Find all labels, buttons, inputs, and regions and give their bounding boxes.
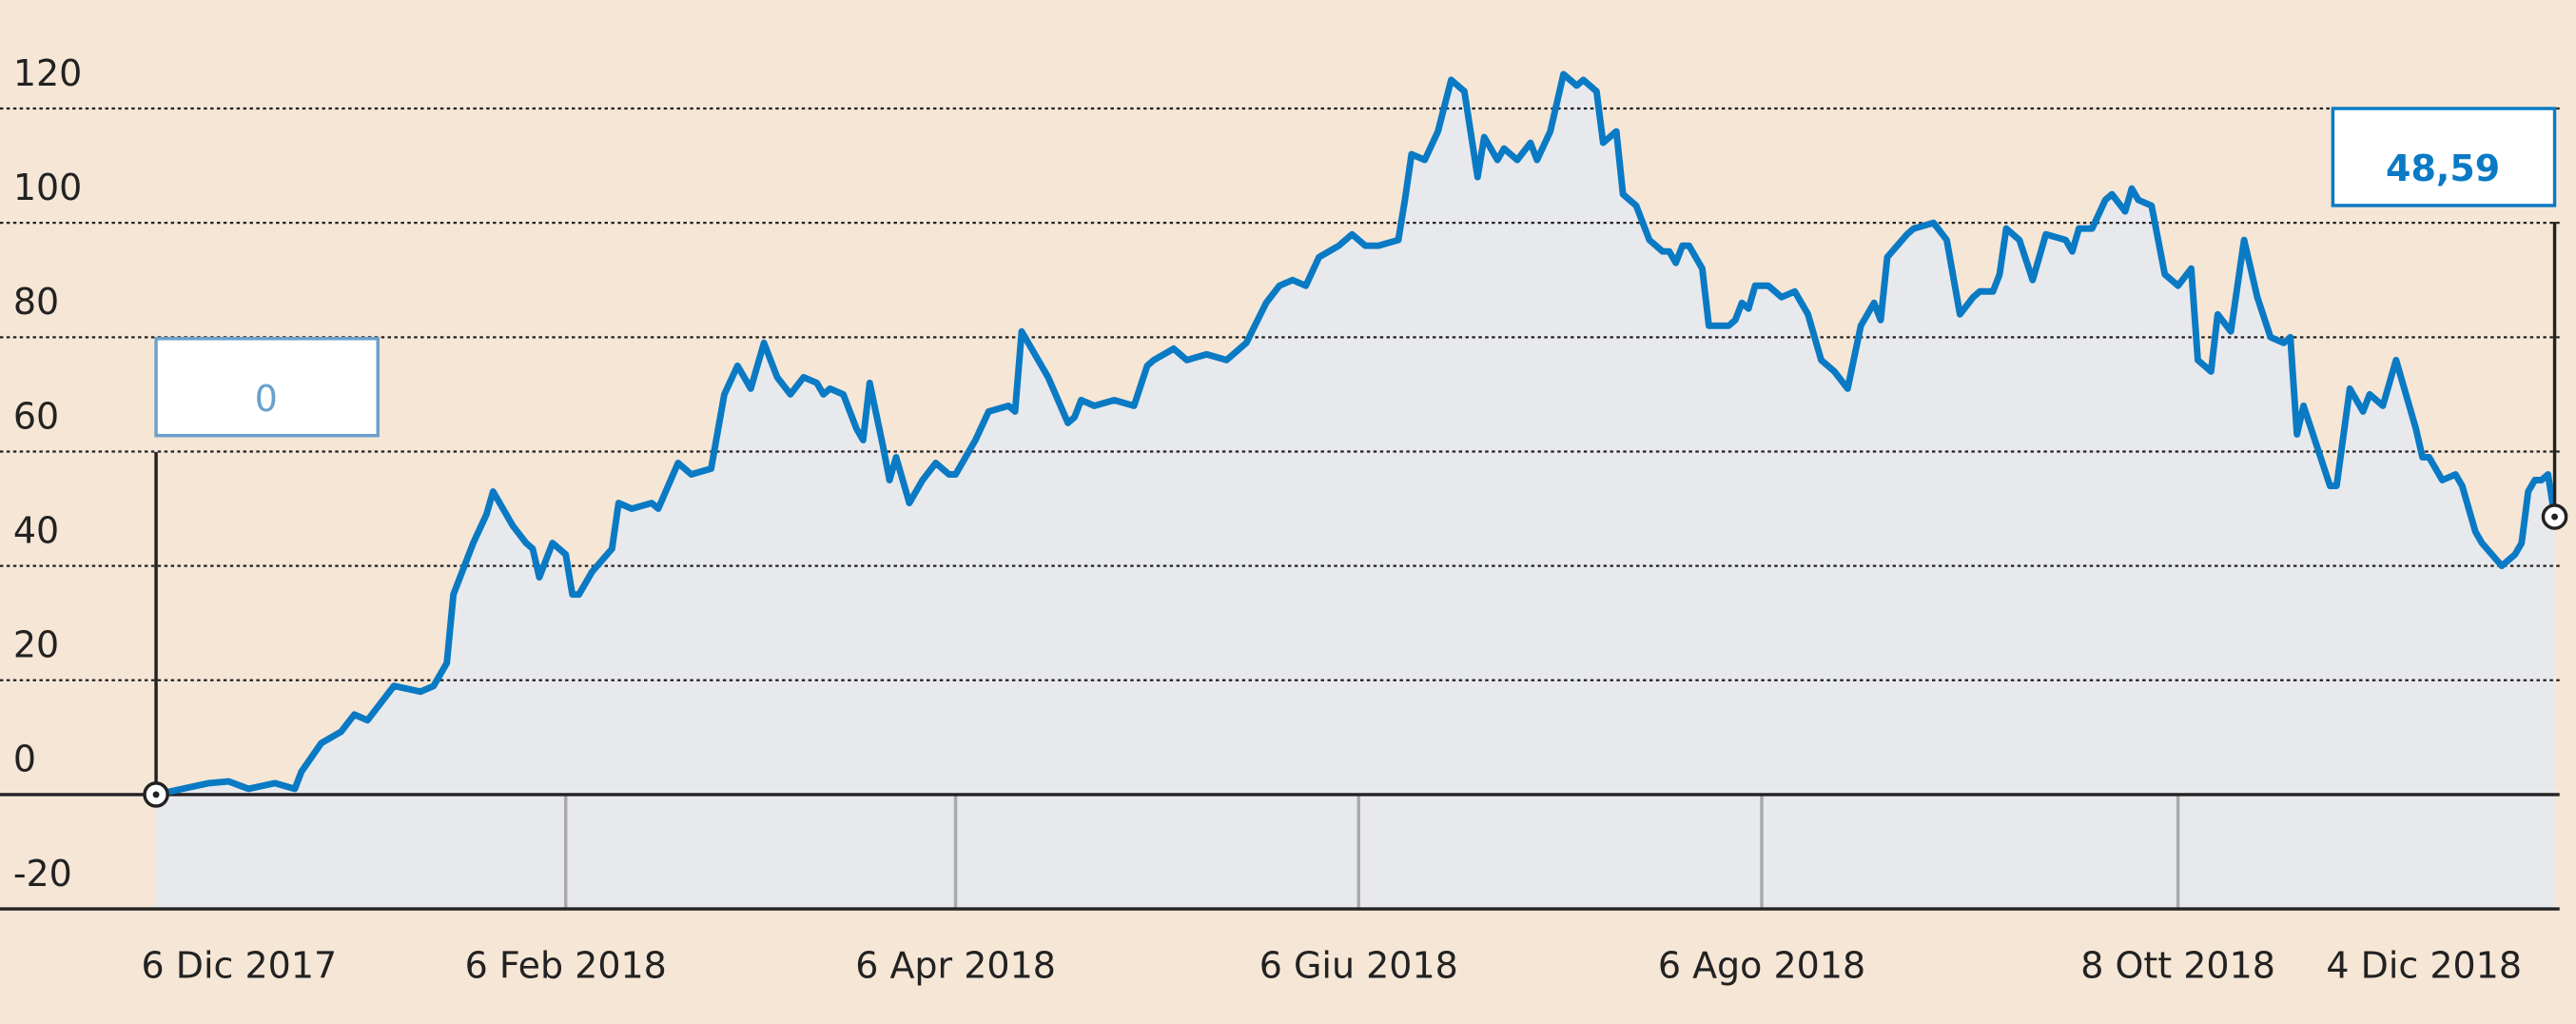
line bbox=[155, 70, 2558, 798]
annotation-label: 0 bbox=[255, 378, 278, 420]
x-tick-label: 6 Ago 2018 bbox=[1658, 945, 1865, 987]
annotation-dot bbox=[152, 791, 160, 798]
y-tick-label: 20 bbox=[13, 624, 59, 666]
y-tick-label: -20 bbox=[13, 853, 72, 895]
y-tick-label: 100 bbox=[13, 167, 83, 208]
annotation-label: 48,59 bbox=[2386, 148, 2500, 189]
annotation-box bbox=[2331, 107, 2557, 207]
x-tick-label: 8 Ott 2018 bbox=[2080, 945, 2275, 987]
x-tick-label: 6 Feb 2018 bbox=[465, 945, 667, 987]
y-tick-label: 60 bbox=[13, 395, 59, 437]
area bbox=[156, 73, 2555, 910]
x-tick-label: 6 Dic 2017 bbox=[142, 945, 338, 987]
annotation-dot bbox=[2551, 513, 2559, 521]
x-tick-label: 6 Giu 2018 bbox=[1259, 945, 1458, 987]
x-tick-label: 6 Apr 2018 bbox=[855, 945, 1056, 987]
annotation-box bbox=[154, 337, 380, 438]
y-tick-label: 80 bbox=[13, 281, 59, 323]
x-tick-label: 4 Dic 2018 bbox=[2326, 945, 2522, 987]
y-tick-label: 40 bbox=[13, 509, 59, 551]
y-tick-label: 120 bbox=[13, 52, 83, 94]
y-tick-label: 0 bbox=[13, 738, 36, 780]
